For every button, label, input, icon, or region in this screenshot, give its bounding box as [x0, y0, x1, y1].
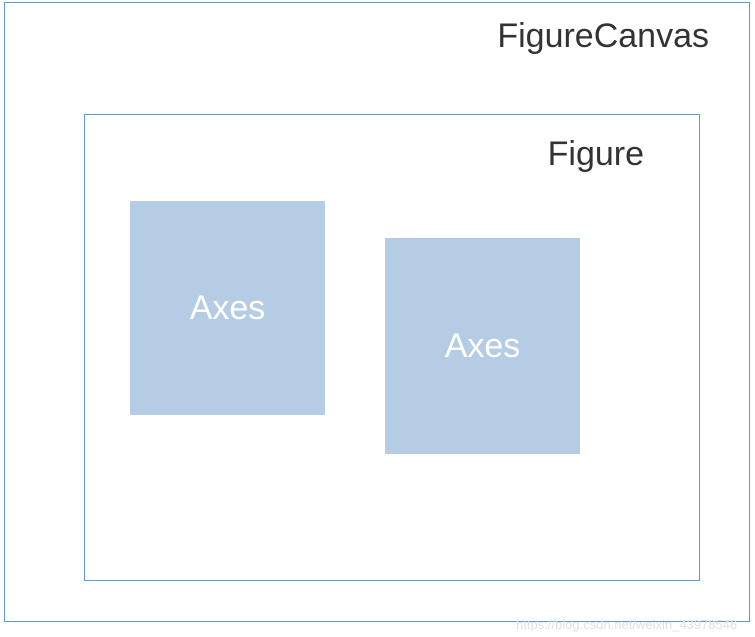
axes-label-1: Axes [190, 289, 266, 328]
axes-box-2: Axes [385, 238, 580, 454]
axes-label-2: Axes [445, 327, 521, 366]
axes-box-1: Axes [130, 201, 325, 415]
watermark-text: https://blog.csdn.net/weixin_43978546 [516, 617, 737, 632]
figure-label: Figure [548, 135, 644, 174]
figurecanvas-label: FigureCanvas [497, 17, 709, 56]
